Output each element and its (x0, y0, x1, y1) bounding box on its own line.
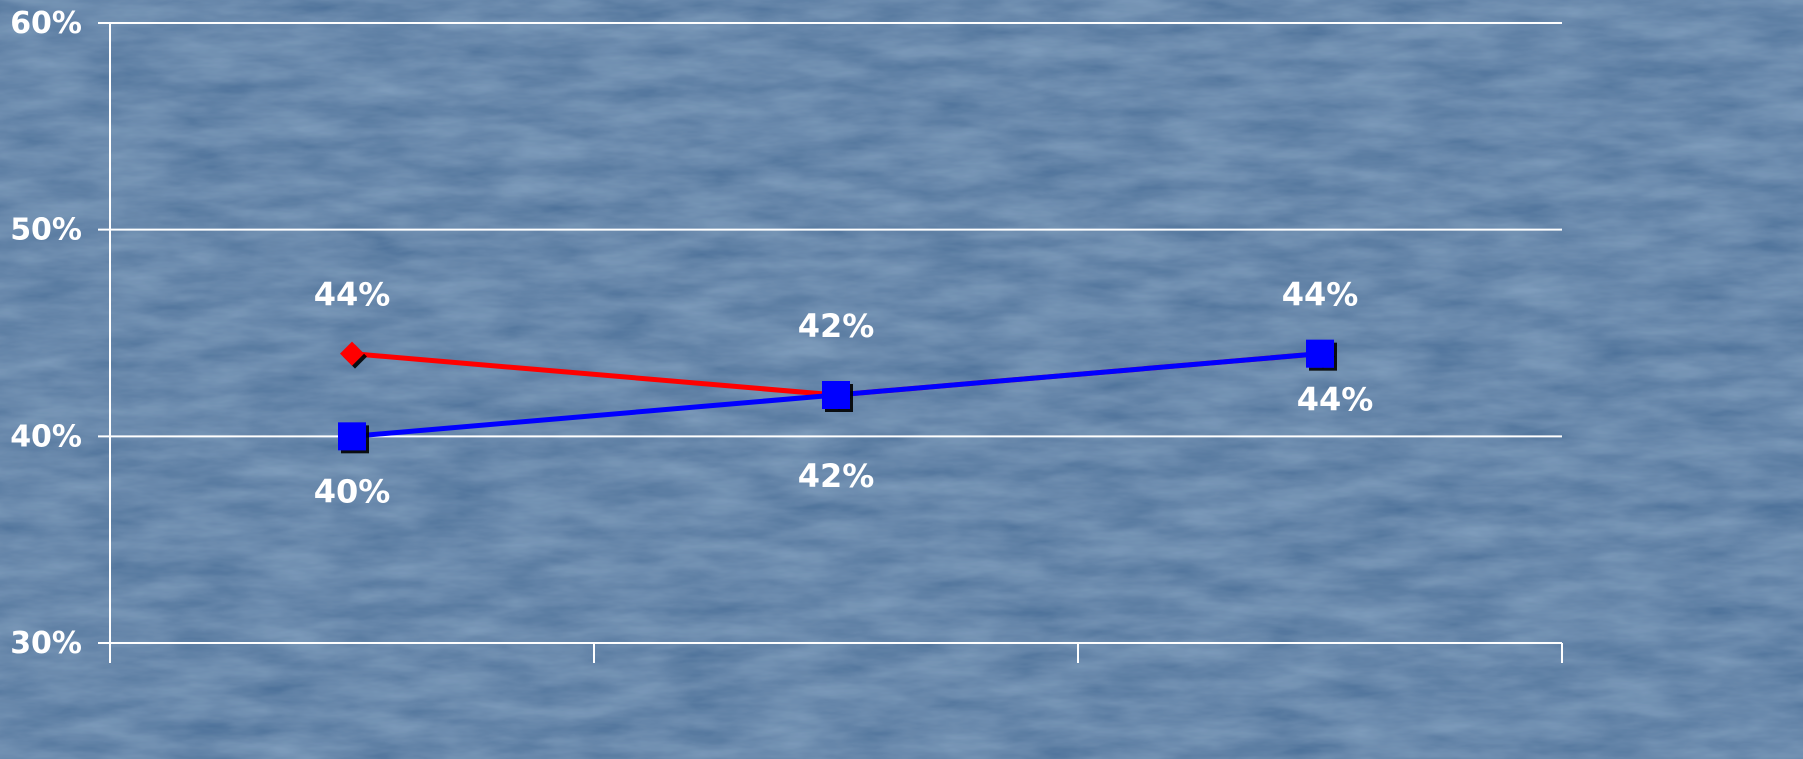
y-tick-label: 30% (10, 626, 82, 661)
label-layer: 30% 40% 50% 60% 44% 42% 44% 40% 42% 44% (10, 6, 1373, 661)
series-1-point (1306, 339, 1334, 368)
series-1-data-label: 42% (798, 457, 875, 495)
series-0-data-label: 44% (1282, 276, 1359, 314)
series-1-data-label: 44% (1297, 381, 1374, 419)
series-layer (338, 339, 1334, 451)
y-tick-label: 50% (10, 213, 82, 248)
y-tick-label: 40% (10, 419, 82, 454)
y-tick-label: 60% (10, 6, 82, 41)
series-1-point (822, 381, 850, 409)
series-0-point (340, 341, 364, 366)
series-1-data-label: 40% (314, 472, 391, 510)
series-0-data-label: 44% (314, 276, 391, 314)
series-0-data-label: 42% (798, 307, 875, 345)
series-1-point (338, 422, 366, 451)
